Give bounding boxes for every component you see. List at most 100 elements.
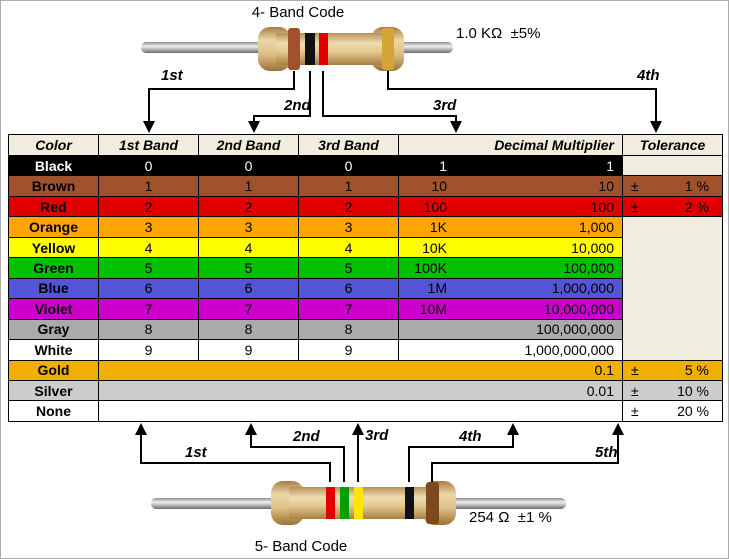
digit-cell: 0	[198, 154, 299, 177]
tolerance-empty-block	[622, 216, 723, 361]
digit-cell: 8	[198, 318, 299, 341]
arrow-label-top-3rd: 3rd	[433, 97, 457, 114]
table-row-yellow: Yellow 4 4 4 10,000 10K	[8, 236, 723, 259]
arrowhead-top-2nd	[248, 121, 260, 133]
four-band-value-label: 1.0 KΩ ±5%	[456, 25, 541, 42]
band-brown-icon	[426, 482, 439, 524]
digit-cell: 9	[298, 339, 399, 361]
digit-cell: 4	[298, 236, 399, 259]
color-name: Yellow	[8, 236, 99, 259]
digit-cell: 9	[98, 339, 199, 361]
digit-cell: 4	[98, 236, 199, 259]
tolerance-cell: ±2 %	[622, 195, 723, 218]
band-black-icon	[305, 33, 315, 65]
color-name: Orange	[8, 216, 99, 238]
color-name: White	[8, 339, 99, 361]
digit-cell: 8	[298, 318, 399, 341]
band-red-icon	[319, 33, 328, 65]
multiplier-cell: 10,000,000 10M	[398, 298, 623, 320]
digit-cell: 7	[298, 298, 399, 320]
table-row-brown: Brown 1 1 1 10 10 ±1 %	[8, 175, 723, 197]
arrow-label-bottom-2nd: 2nd	[293, 428, 320, 445]
color-name: Red	[8, 195, 99, 218]
digit-cell: 6	[198, 277, 299, 300]
table-row-none: None ±20 %	[8, 400, 723, 422]
arrowhead-top-3rd	[450, 121, 462, 133]
arrow-label-bottom-5th: 5th	[595, 444, 618, 461]
arrow-label-top-2nd: 2nd	[284, 97, 311, 114]
digit-cell: 9	[198, 339, 299, 361]
multiplier-cell: 0.1	[98, 359, 623, 381]
band-yellow-icon	[354, 487, 363, 519]
tolerance-cell	[622, 154, 723, 177]
table-row-blue: Blue 6 6 6 1,000,000 1M	[8, 277, 723, 300]
table-row-red: Red 2 2 2 100 100 ±2 %	[8, 195, 723, 218]
digit-cell: 0	[298, 154, 399, 177]
arrowhead-bottom-1st	[135, 423, 147, 435]
multiplier-cell: 0.01	[98, 379, 623, 402]
arrow-label-bottom-1st: 1st	[185, 444, 207, 461]
arrow-label-bottom-3rd: 3rd	[365, 427, 389, 444]
digit-cell: 3	[98, 216, 199, 238]
arrowhead-top-4th	[650, 121, 662, 133]
multiplier-cell: 10 10	[398, 175, 623, 197]
digit-cell: 2	[98, 195, 199, 218]
five-band-value-label: 254 Ω ±1 %	[469, 509, 552, 526]
resistor-body	[289, 487, 439, 519]
arrowhead-bottom-5th	[612, 423, 624, 435]
digit-cell: 2	[198, 195, 299, 218]
multiplier-cell: 100,000,000	[398, 318, 623, 341]
digit-cell: 6	[298, 277, 399, 300]
color-name: Silver	[8, 379, 99, 402]
color-name: Violet	[8, 298, 99, 320]
digit-cell: 1	[198, 175, 299, 197]
table-row-violet: Violet 7 7 7 10,000,000 10M	[8, 298, 723, 320]
color-code-table: Color 1st Band 2nd Band 3rd Band Decimal…	[8, 134, 723, 422]
multiplier-cell: 100,000 100K	[398, 257, 623, 279]
header-decimal-multiplier: Decimal Multiplier	[398, 134, 623, 156]
digit-cell: 3	[198, 216, 299, 238]
header-tolerance: Tolerance	[622, 134, 723, 156]
arrow-label-bottom-4th: 4th	[459, 428, 482, 445]
digit-cell: 5	[298, 257, 399, 279]
band-red-icon	[326, 487, 335, 519]
header-1st-band: 1st Band	[98, 134, 199, 156]
arrowhead-bottom-4th	[507, 423, 519, 435]
table-row-gray: Gray 8 8 8 100,000,000	[8, 318, 723, 341]
color-name: None	[8, 400, 99, 422]
digit-cell: 1	[98, 175, 199, 197]
band-green-icon	[340, 487, 349, 519]
band-black-icon	[405, 487, 414, 519]
five-band-code-title: 5- Band Code	[254, 538, 348, 555]
table-row-silver: Silver 0.01 ±10 %	[8, 379, 723, 402]
digit-cell: 0	[98, 154, 199, 177]
header-3rd-band: 3rd Band	[298, 134, 399, 156]
multiplier-cell	[98, 400, 623, 422]
multiplier-cell: 1,000,000 1M	[398, 277, 623, 300]
arrow-label-top-1st: 1st	[161, 67, 183, 84]
digit-cell: 7	[198, 298, 299, 320]
table-row-orange: Orange 3 3 3 1,000 1K	[8, 216, 723, 361]
tolerance-cell: ±10 %	[622, 379, 723, 402]
multiplier-cell: 100 100	[398, 195, 623, 218]
arrowhead-bottom-2nd	[245, 423, 257, 435]
digit-cell: 2	[298, 195, 399, 218]
table-row-white: White 9 9 9 1,000,000,000	[8, 339, 723, 361]
arrowhead-top-1st	[143, 121, 155, 133]
four-band-code-title: 4- Band Code	[251, 4, 345, 21]
band-brown-icon	[288, 28, 300, 70]
digit-cell: 4	[198, 236, 299, 259]
multiplier-cell: 10,000 10K	[398, 236, 623, 259]
tolerance-cell: ±1 %	[622, 175, 723, 197]
tolerance-cell: ±20 %	[622, 400, 723, 422]
header-color: Color	[8, 134, 99, 156]
color-name: Green	[8, 257, 99, 279]
digit-cell: 5	[198, 257, 299, 279]
arrowhead-bottom-3rd	[352, 423, 364, 435]
digit-cell: 5	[98, 257, 199, 279]
arrow-line-top-4th	[387, 71, 657, 123]
color-name: Black	[8, 154, 99, 177]
